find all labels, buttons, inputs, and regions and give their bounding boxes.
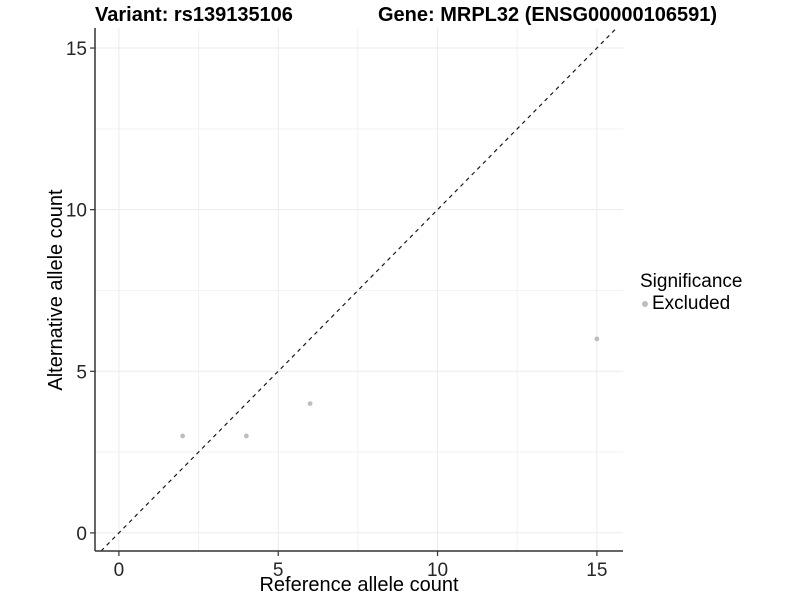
y-tick-label: 0	[76, 524, 87, 545]
legend-point-icon	[642, 300, 648, 307]
x-tick-label: 15	[586, 560, 607, 581]
identity-line	[100, 27, 618, 552]
legend: Significance Excluded	[637, 271, 742, 314]
y-tick-label: 10	[66, 201, 87, 222]
legend-item-label: Excluded	[652, 293, 731, 314]
legend-item-excluded: Excluded	[637, 293, 742, 314]
data-point	[180, 433, 186, 439]
x-axis-label: Reference allele count	[259, 574, 459, 596]
data-point	[243, 433, 249, 439]
gene-title: Gene: MRPL32 (ENSG00000106591)	[378, 4, 718, 26]
y-axis-label: Alternative allele count	[45, 189, 67, 391]
variant-title: Variant: rs139135106	[95, 4, 293, 26]
x-tick-label: 10	[427, 560, 448, 581]
y-tick-label: 5	[76, 362, 87, 383]
x-tick-label: 0	[114, 560, 125, 581]
data-point	[307, 401, 313, 407]
legend-title: Significance	[640, 271, 743, 292]
x-tick-label: 5	[273, 560, 284, 581]
y-tick-label: 15	[66, 39, 87, 60]
data-point	[594, 336, 600, 342]
